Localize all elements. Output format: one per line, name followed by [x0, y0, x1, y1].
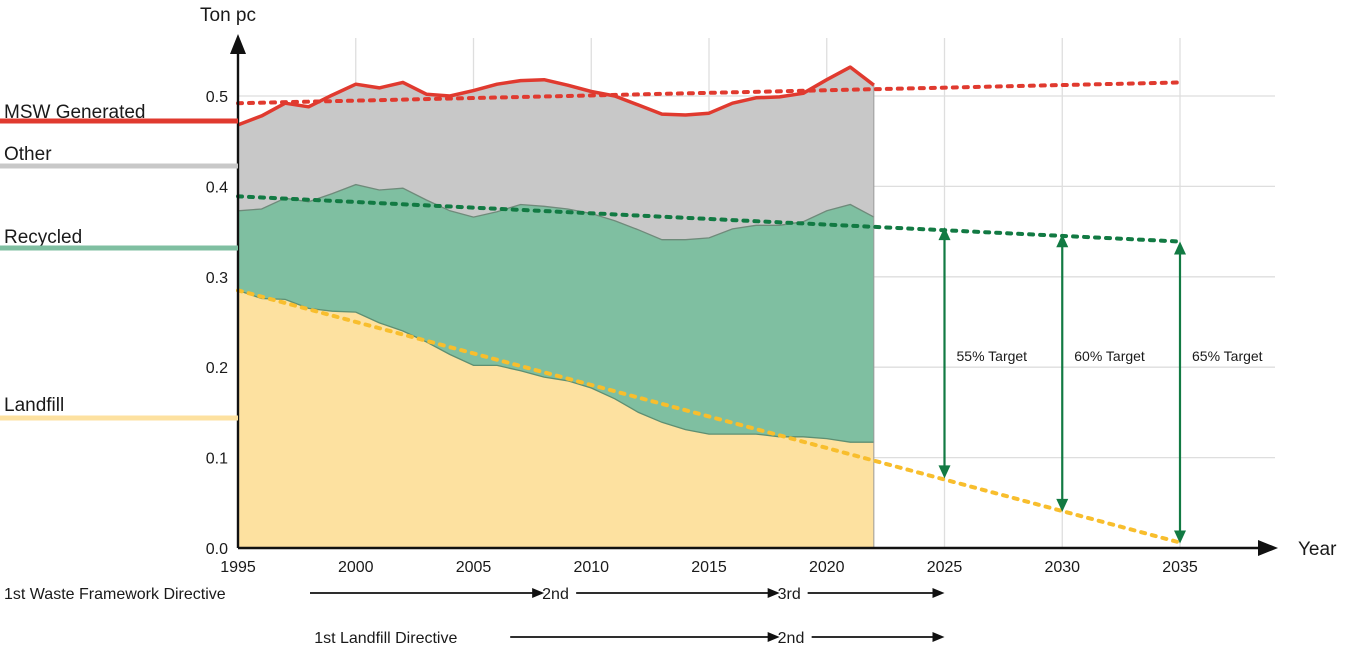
x-tick-label: 2005: [456, 559, 492, 576]
x-tick-label: 2020: [809, 559, 845, 576]
directive-label: 1st Landfill Directive: [314, 630, 457, 647]
msw-generated-line: [237, 65, 875, 127]
y-axis-arrow: [230, 34, 246, 54]
recycled-line: [237, 183, 875, 241]
target-arrows: 55% Target 60% Target 65% Target: [938, 227, 1263, 544]
legend-landfill: Landfill: [0, 395, 238, 421]
directive-label: 2nd: [542, 586, 569, 603]
x-axis-title: Year: [1298, 539, 1337, 560]
legend-recycled: Recycled: [0, 227, 238, 251]
x-tick-label: 2015: [691, 559, 727, 576]
recycled-trend: [236, 194, 1182, 244]
directive-item: 1st Landfill Directive: [314, 630, 780, 647]
landfill-line: [237, 289, 874, 443]
other-area: [238, 67, 874, 240]
legend-label: MSW Generated: [4, 102, 146, 123]
y-tick-label: 0.4: [206, 179, 228, 196]
series-legend: MSW Generated Other Recycled Landfill: [0, 102, 238, 421]
stacked-areas: [238, 67, 874, 548]
y-tick-label: 0.0: [206, 541, 228, 558]
x-tick-label: 2030: [1044, 559, 1080, 576]
x-tick-label: 1995: [220, 559, 256, 576]
directive-item: 1st Waste Framework Directive: [4, 586, 545, 603]
legend-msw-generated: MSW Generated: [0, 102, 238, 124]
y-tick-label: 0.2: [206, 360, 228, 377]
recycled-area: [238, 184, 874, 443]
y-tick-label: 0.1: [206, 451, 228, 468]
directive-label: 2nd: [778, 630, 805, 647]
tick-labels: 1995 2000 2005 2010 2015 2020 2025 2030 2035 0.0 0…: [206, 89, 1198, 576]
target-arrow: [938, 227, 951, 479]
legend-label: Landfill: [4, 395, 64, 416]
directive-item: 3rd: [778, 586, 945, 603]
x-tick-label: 2035: [1162, 559, 1198, 576]
directive-item: 2nd: [542, 586, 780, 603]
landfill-trend: [236, 288, 1182, 545]
y-tick-label: 0.5: [206, 89, 228, 106]
directive-timeline: 1st Waste Framework Directive 2nd 3rd 1st L…: [4, 586, 945, 647]
y-tick-label: 0.3: [206, 270, 228, 287]
target-label: 60% Target: [1074, 348, 1145, 364]
x-tick-label: 2000: [338, 559, 374, 576]
target-arrow: [1174, 241, 1186, 544]
target-label: 55% Target: [957, 348, 1028, 364]
legend-other: Other: [0, 144, 238, 169]
trend-lines: [236, 80, 1182, 545]
landfill-area: [238, 290, 874, 548]
msw-generated-trend: [236, 80, 1182, 106]
x-tick-label: 2010: [573, 559, 609, 576]
target-label: 65% Target: [1192, 348, 1263, 364]
directive-label: 3rd: [778, 586, 801, 603]
target-arrow: [1056, 234, 1069, 512]
x-axis-arrow: [1258, 540, 1278, 556]
legend-label: Other: [4, 144, 52, 165]
directive-item: 2nd: [778, 630, 945, 647]
x-tick-label: 2025: [927, 559, 963, 576]
legend-label: Recycled: [4, 227, 82, 248]
axes: [230, 34, 1278, 556]
y-axis-title: Ton pc: [200, 5, 256, 26]
series-lines: [237, 65, 875, 548]
directive-label: 1st Waste Framework Directive: [4, 586, 226, 603]
